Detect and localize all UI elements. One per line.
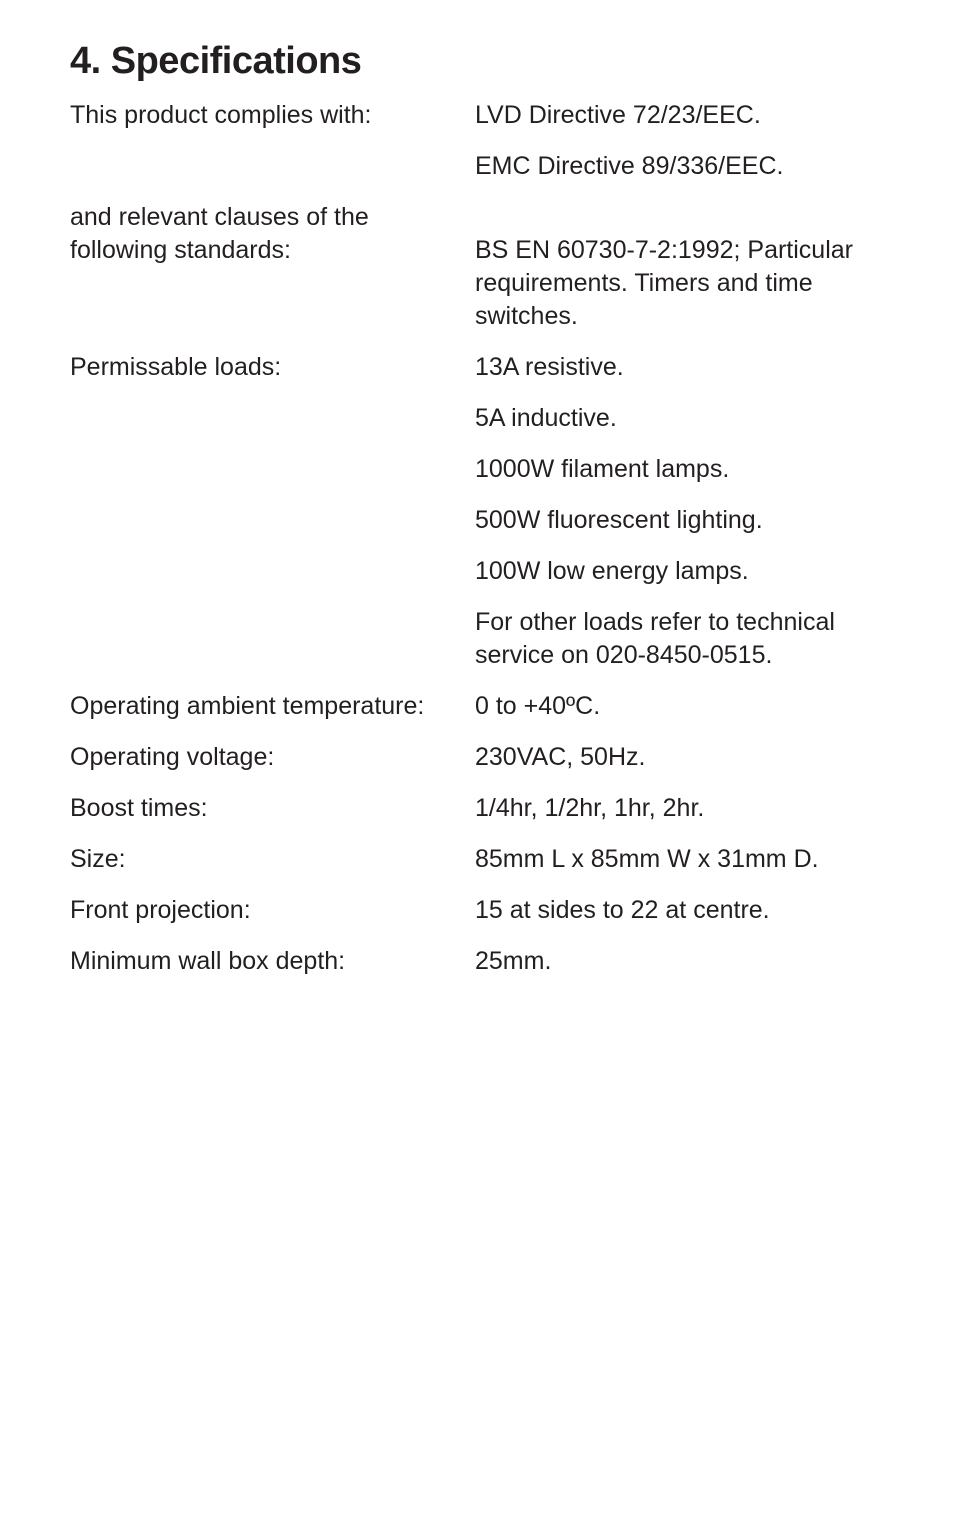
row-loads-2: 5A inductive.	[70, 402, 894, 435]
row-ambient: Operating ambient temperature: 0 to +40º…	[70, 690, 894, 723]
complies-value-1: LVD Directive 72/23/EEC.	[475, 99, 894, 132]
loads-label: Permissable loads:	[70, 351, 465, 384]
boost-label: Boost times:	[70, 792, 465, 825]
boost-value: 1/4hr, 1/2hr, 1hr, 2hr.	[475, 792, 894, 825]
page: 4. Specifications This product complies …	[0, 0, 954, 1516]
loads-value-6: For other loads refer to technical servi…	[475, 606, 894, 672]
loads-value-4: 500W fluorescent lighting.	[475, 504, 894, 537]
section-heading: 4. Specifications	[70, 40, 894, 83]
ambient-value: 0 to +40ºC.	[475, 690, 894, 723]
box-label: Minimum wall box depth:	[70, 945, 465, 978]
size-label: Size:	[70, 843, 465, 876]
front-value: 15 at sides to 22 at centre.	[475, 894, 894, 927]
row-front: Front projection: 15 at sides to 22 at c…	[70, 894, 894, 927]
row-loads-3: 1000W filament lamps.	[70, 453, 894, 486]
loads-value-2: 5A inductive.	[475, 402, 894, 435]
row-box: Minimum wall box depth: 25mm.	[70, 945, 894, 978]
voltage-label: Operating voltage:	[70, 741, 465, 774]
complies-value-2: EMC Directive 89/336/EEC.	[475, 150, 894, 183]
voltage-value: 230VAC, 50Hz.	[475, 741, 894, 774]
row-complies-2: EMC Directive 89/336/EEC.	[70, 150, 894, 183]
loads-value-3: 1000W filament lamps.	[475, 453, 894, 486]
row-complies: This product complies with: LVD Directiv…	[70, 99, 894, 132]
ambient-label: Operating ambient temperature:	[70, 690, 465, 723]
loads-value-1: 13A resistive.	[475, 351, 894, 384]
row-voltage: Operating voltage: 230VAC, 50Hz.	[70, 741, 894, 774]
row-loads-4: 500W fluorescent lighting.	[70, 504, 894, 537]
box-value: 25mm.	[475, 945, 894, 978]
clauses-label-line2: following standards:	[70, 234, 465, 267]
row-clauses: and relevant clauses of the following st…	[70, 201, 894, 333]
size-value: 85mm L x 85mm W x 31mm D.	[475, 843, 894, 876]
loads-value-5: 100W low energy lamps.	[475, 555, 894, 588]
complies-label: This product complies with:	[70, 99, 465, 132]
clauses-label-line1: and relevant clauses of the	[70, 201, 465, 234]
clauses-value: BS EN 60730-7-2:1992; Particular require…	[475, 234, 894, 333]
row-loads-1: Permissable loads: 13A resistive.	[70, 351, 894, 384]
row-boost: Boost times: 1/4hr, 1/2hr, 1hr, 2hr.	[70, 792, 894, 825]
front-label: Front projection:	[70, 894, 465, 927]
row-size: Size: 85mm L x 85mm W x 31mm D.	[70, 843, 894, 876]
row-loads-6: For other loads refer to technical servi…	[70, 606, 894, 672]
row-loads-5: 100W low energy lamps.	[70, 555, 894, 588]
